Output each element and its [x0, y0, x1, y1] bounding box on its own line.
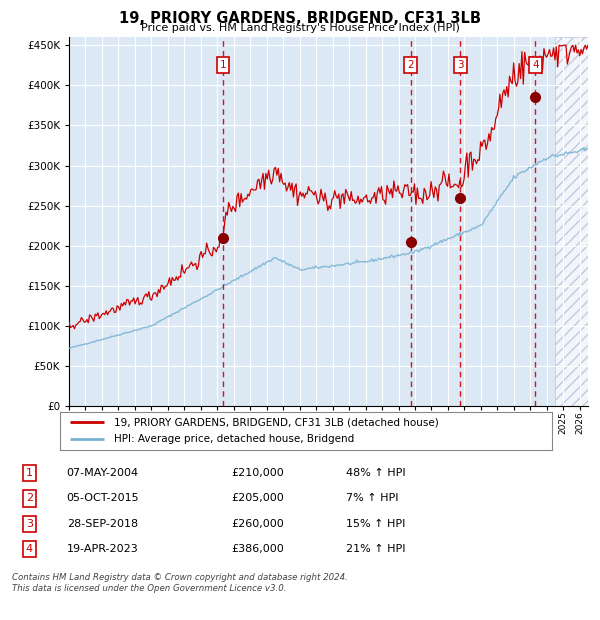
Text: 19, PRIORY GARDENS, BRIDGEND, CF31 3LB: 19, PRIORY GARDENS, BRIDGEND, CF31 3LB — [119, 11, 481, 26]
Text: 15% ↑ HPI: 15% ↑ HPI — [346, 519, 406, 529]
Text: £210,000: £210,000 — [231, 468, 284, 478]
Text: 1: 1 — [220, 60, 226, 70]
Text: 05-OCT-2015: 05-OCT-2015 — [67, 494, 139, 503]
Text: 2: 2 — [26, 494, 33, 503]
Text: 19, PRIORY GARDENS, BRIDGEND, CF31 3LB (detached house): 19, PRIORY GARDENS, BRIDGEND, CF31 3LB (… — [114, 417, 439, 427]
Text: 7% ↑ HPI: 7% ↑ HPI — [346, 494, 398, 503]
Text: 4: 4 — [26, 544, 33, 554]
Text: Price paid vs. HM Land Registry's House Price Index (HPI): Price paid vs. HM Land Registry's House … — [140, 23, 460, 33]
Text: £260,000: £260,000 — [231, 519, 284, 529]
Text: 19-APR-2023: 19-APR-2023 — [67, 544, 139, 554]
Text: HPI: Average price, detached house, Bridgend: HPI: Average price, detached house, Brid… — [114, 435, 355, 445]
Text: 48% ↑ HPI: 48% ↑ HPI — [346, 468, 406, 478]
Text: £205,000: £205,000 — [231, 494, 284, 503]
Text: Contains HM Land Registry data © Crown copyright and database right 2024.
This d: Contains HM Land Registry data © Crown c… — [12, 574, 348, 593]
Text: 2: 2 — [407, 60, 414, 70]
Text: 21% ↑ HPI: 21% ↑ HPI — [346, 544, 406, 554]
Text: 1: 1 — [26, 468, 33, 478]
Text: 28-SEP-2018: 28-SEP-2018 — [67, 519, 138, 529]
Text: 3: 3 — [457, 60, 463, 70]
Text: 4: 4 — [532, 60, 539, 70]
Bar — [555, 37, 588, 406]
Text: 3: 3 — [26, 519, 33, 529]
Text: £386,000: £386,000 — [231, 544, 284, 554]
Text: 07-MAY-2004: 07-MAY-2004 — [67, 468, 139, 478]
